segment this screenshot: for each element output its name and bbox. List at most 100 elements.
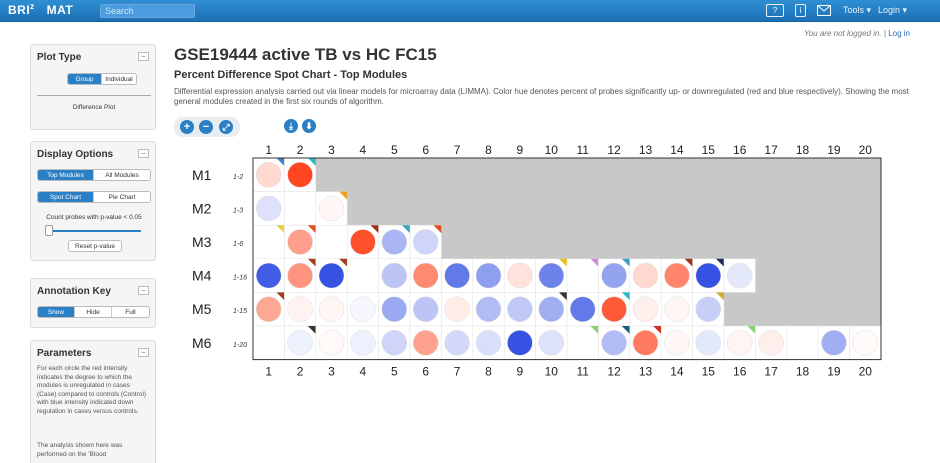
column-label-bottom: 13 bbox=[639, 365, 653, 379]
fit-screen-icon[interactable]: ⤢ bbox=[219, 120, 233, 134]
hide-button[interactable]: Hide bbox=[75, 307, 112, 317]
spot-circle bbox=[507, 296, 533, 322]
all-modules-button[interactable]: All Modules bbox=[94, 170, 150, 180]
column-label-bottom: 2 bbox=[297, 365, 304, 379]
spot-circle bbox=[695, 296, 722, 322]
annotation-corner bbox=[307, 326, 316, 334]
spot-circle bbox=[287, 330, 313, 356]
annotation-corner bbox=[590, 258, 599, 267]
spot-circle bbox=[381, 296, 408, 322]
chart-cell bbox=[252, 325, 285, 360]
display-options-title: Display Options bbox=[37, 149, 114, 160]
spot-circle bbox=[287, 162, 313, 188]
collapse-icon[interactable]: – bbox=[138, 52, 149, 61]
annotation-corner bbox=[716, 258, 724, 267]
spot-circle bbox=[601, 296, 627, 322]
spot-circle bbox=[538, 296, 565, 322]
column-label-top: 5 bbox=[391, 143, 398, 157]
help-icon[interactable]: ? bbox=[766, 4, 784, 17]
zoom-in-icon[interactable]: + bbox=[180, 120, 194, 134]
annotation-corner bbox=[590, 326, 599, 334]
parameters-analysis-note: The analysis shown here was performed on… bbox=[37, 442, 123, 458]
divider bbox=[37, 95, 151, 96]
login-link[interactable]: Log in bbox=[888, 29, 910, 38]
download-data-icon[interactable]: ⬇ bbox=[302, 119, 316, 133]
download-image-icon[interactable]: ⤓ bbox=[284, 119, 298, 133]
reset-group: Reset p-value bbox=[68, 240, 122, 252]
spot-circle bbox=[475, 330, 502, 356]
spot-circle bbox=[601, 330, 627, 356]
brand-logo[interactable]: BRI2 MAT bbox=[8, 3, 73, 17]
annotation-corner bbox=[621, 258, 630, 267]
module-toggle: Top Modules All Modules bbox=[37, 169, 151, 181]
spot-circle bbox=[412, 229, 439, 255]
spot-circle bbox=[569, 296, 596, 322]
chart-cell bbox=[346, 258, 379, 293]
annotation-key-title: Annotation Key bbox=[37, 286, 111, 297]
column-label-bottom: 18 bbox=[796, 365, 810, 379]
zoom-out-icon[interactable]: − bbox=[199, 120, 213, 134]
parameters-panel: Parameters – For each circle the red int… bbox=[30, 340, 156, 463]
spot-circle bbox=[664, 262, 690, 289]
module-label: M2 bbox=[192, 200, 212, 216]
pie-chart-button[interactable]: Pie Chart bbox=[94, 192, 150, 202]
annotation-corner bbox=[559, 258, 567, 267]
individual-button[interactable]: Individual bbox=[102, 74, 136, 84]
annotation-corner bbox=[433, 225, 442, 234]
spot-circle bbox=[287, 296, 313, 322]
column-label-bottom: 4 bbox=[360, 365, 367, 379]
annotation-corner bbox=[276, 158, 285, 166]
annotation-corner bbox=[684, 258, 693, 267]
info-icon[interactable]: i bbox=[795, 4, 806, 17]
reset-pvalue-button[interactable]: Reset p-value bbox=[69, 241, 121, 251]
pvalue-label: Count probes with p-value < 0.05 bbox=[46, 214, 142, 221]
spot-circle bbox=[664, 330, 690, 356]
zoom-toolbar: + − ⤢ bbox=[174, 117, 240, 137]
spot-chart-button[interactable]: Spot Chart bbox=[38, 192, 94, 202]
login-status: You are not logged in. | Log in bbox=[804, 29, 910, 38]
plot-type-panel: Plot Type – Group Individual Difference … bbox=[30, 44, 156, 130]
not-logged-in-text: You are not logged in. bbox=[803, 29, 882, 38]
column-label-top: 20 bbox=[859, 143, 873, 157]
brand-superscript: 2 bbox=[30, 4, 35, 11]
column-label-bottom: 17 bbox=[764, 365, 778, 379]
brand-name: BRI bbox=[8, 3, 31, 17]
plot-type-toggle: Group Individual bbox=[67, 73, 137, 85]
column-label-top: 11 bbox=[576, 143, 589, 157]
envelope-icon[interactable] bbox=[817, 5, 831, 16]
column-label-top: 7 bbox=[454, 143, 461, 157]
spot-circle bbox=[444, 262, 470, 289]
column-label-top: 16 bbox=[733, 143, 747, 157]
column-label-bottom: 14 bbox=[670, 365, 684, 379]
column-label-bottom: 1 bbox=[265, 365, 272, 379]
spot-circle bbox=[318, 195, 345, 222]
spot-circle bbox=[632, 330, 659, 356]
pvalue-slider-handle[interactable] bbox=[45, 225, 53, 236]
annotation-corner bbox=[621, 292, 630, 301]
search-input[interactable] bbox=[100, 4, 195, 18]
tools-menu[interactable]: Tools ▾ bbox=[843, 5, 872, 15]
show-button[interactable]: Show bbox=[38, 307, 75, 317]
column-label-top: 3 bbox=[328, 143, 335, 157]
module-label: M3 bbox=[192, 234, 212, 250]
column-label-top: 10 bbox=[545, 143, 559, 157]
full-button[interactable]: Full bbox=[112, 307, 149, 317]
spot-circle bbox=[444, 330, 470, 356]
spot-circle bbox=[695, 262, 722, 289]
collapse-icon[interactable]: – bbox=[138, 149, 149, 158]
annotation-key-panel: Annotation Key – Show Hide Full bbox=[30, 278, 156, 328]
module-range-label: 1-2 bbox=[233, 174, 243, 181]
column-label-top: 4 bbox=[360, 143, 367, 157]
spot-circle bbox=[821, 330, 847, 356]
top-modules-button[interactable]: Top Modules bbox=[38, 170, 94, 180]
collapse-icon[interactable]: – bbox=[138, 286, 149, 295]
pvalue-slider-track[interactable] bbox=[45, 230, 141, 232]
annotation-corner bbox=[402, 225, 410, 234]
login-menu[interactable]: Login ▾ bbox=[878, 5, 908, 15]
top-navbar: BRI2 MAT ? i Tools ▾ Login ▾ bbox=[0, 0, 940, 22]
group-button[interactable]: Group bbox=[68, 74, 102, 84]
chart-cell bbox=[252, 224, 285, 260]
spot-circle bbox=[255, 262, 282, 289]
column-label-top: 8 bbox=[485, 143, 492, 157]
collapse-icon[interactable]: – bbox=[138, 348, 149, 357]
